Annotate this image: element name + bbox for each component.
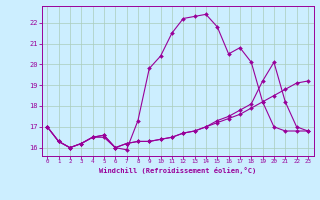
X-axis label: Windchill (Refroidissement éolien,°C): Windchill (Refroidissement éolien,°C) xyxy=(99,167,256,174)
